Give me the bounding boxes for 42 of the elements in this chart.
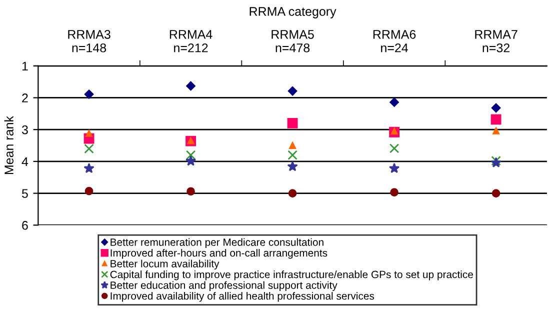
legend-label: Better remuneration per Medicare consultation	[110, 238, 324, 248]
point	[388, 162, 400, 174]
point	[389, 144, 400, 154]
legend-label: Better education and professional support activity	[110, 281, 338, 291]
y-tick-label: 3	[22, 125, 28, 134]
point	[84, 144, 94, 154]
x-tick-label: RRMA4 n=212	[170, 30, 212, 52]
x-axis-title: RRMA category	[250, 7, 336, 18]
point	[490, 114, 502, 125]
y-tick-label: 6	[22, 220, 28, 230]
point	[186, 187, 195, 196]
x-tick-label: RRMA3 n=148	[68, 30, 110, 52]
legend-label: Better locum availability	[110, 260, 220, 270]
point	[492, 189, 500, 198]
point	[186, 81, 196, 91]
legend-label: Improved availability of allied health professional services	[110, 292, 374, 302]
point	[185, 156, 196, 166]
x-tick-label: RRMA7 n=32	[475, 30, 518, 52]
point	[390, 188, 398, 196]
point	[186, 150, 196, 160]
point	[287, 118, 298, 128]
x-tick-label: RRMA6 n=24	[373, 30, 416, 52]
point	[84, 162, 94, 174]
point	[491, 103, 501, 113]
point	[288, 189, 297, 198]
point	[84, 90, 94, 99]
point	[390, 98, 399, 107]
point	[288, 86, 298, 96]
point	[492, 127, 500, 134]
legend-label: Capital funding to improve practice infrastructure/enable GPs to set up practice	[110, 270, 473, 280]
y-tick-label: 2	[22, 94, 28, 102]
point	[84, 186, 94, 196]
legend-label: Improved after-hours and on-call arrangements	[110, 248, 328, 259]
y-axis-title: Mean rank	[4, 116, 14, 174]
y-tick-label: 5	[22, 189, 28, 198]
point	[288, 150, 298, 160]
point	[287, 160, 298, 172]
y-tick-label: 1	[22, 62, 28, 70]
point	[86, 130, 93, 137]
point	[289, 142, 296, 149]
y-tick-label: 4	[22, 157, 28, 166]
x-tick-label: RRMA5 n=478	[272, 30, 314, 52]
